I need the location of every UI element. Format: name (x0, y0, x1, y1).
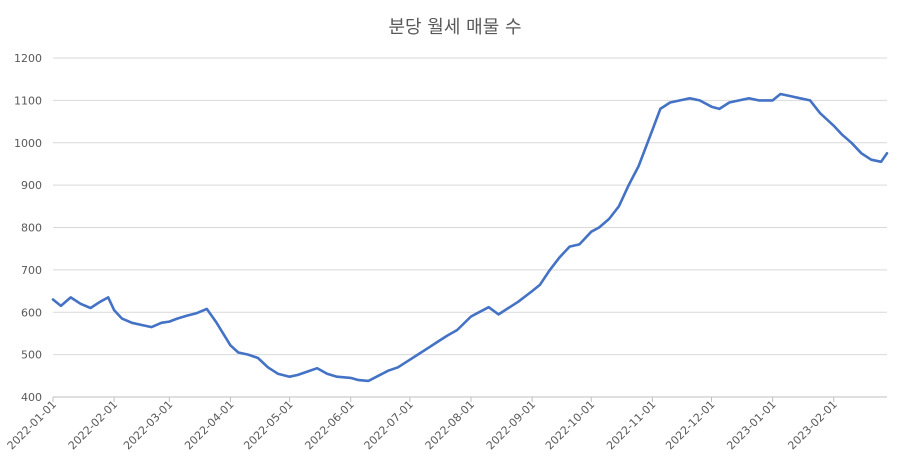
x-tick-label: 2022-06-01 (302, 398, 356, 452)
x-tick-label: 2022-05-01 (241, 398, 295, 452)
x-tick-label: 2022-08-01 (423, 398, 477, 452)
x-tick-label: 2022-12-01 (663, 398, 717, 452)
x-tick-label: 2022-03-01 (121, 398, 175, 452)
x-tick-label: 2022-02-01 (66, 398, 120, 452)
y-tick-label: 1000 (14, 137, 42, 150)
y-tick-label: 900 (21, 179, 42, 192)
gridlines (53, 57, 887, 398)
y-tick-label: 600 (21, 306, 42, 319)
axes: 400 500 600 700 800 900 1000 1100 1200 2022-01-01… (5, 52, 840, 452)
y-tick-label: 700 (21, 264, 42, 277)
y-tick-label: 800 (21, 222, 42, 235)
y-tick-label: 400 (21, 391, 42, 404)
x-tick-label: 2022-04-01 (182, 398, 236, 452)
chart-title: 분당 월세 매물 수 (388, 17, 521, 38)
y-tick-label: 1200 (14, 52, 42, 65)
x-tick-label: 2022-07-01 (362, 398, 416, 452)
x-tick-label: 2022-11-01 (604, 398, 658, 452)
x-tick-label: 2022-09-01 (484, 398, 538, 452)
y-tick-label: 500 (21, 349, 42, 362)
x-tick-label: 2022-01-01 (5, 398, 59, 452)
x-tick-label: 2023-02-01 (785, 398, 839, 452)
y-tick-label: 1100 (14, 94, 42, 107)
series-layer (51, 92, 889, 383)
series-line (51, 92, 889, 383)
x-tick-label: 2022-10-01 (543, 398, 597, 452)
x-tick-label: 2023-01-01 (724, 398, 778, 452)
